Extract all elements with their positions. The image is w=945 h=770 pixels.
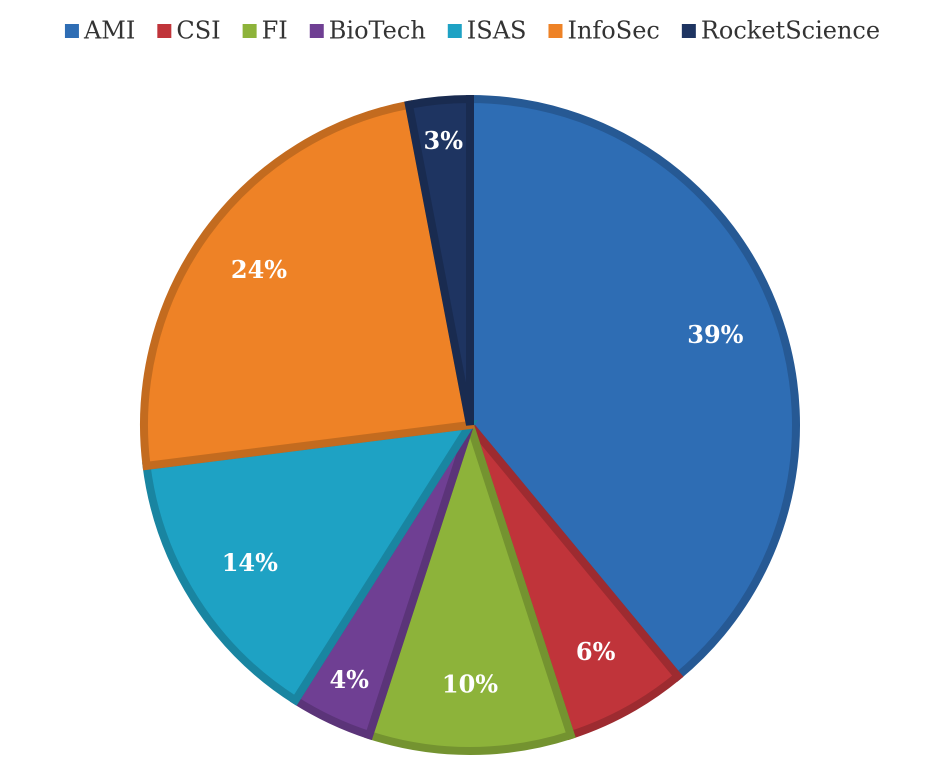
legend-swatch [681,24,696,38]
data-label: 39% [687,320,743,349]
legend-swatch [242,24,257,38]
labels: 39% 6% 10% 4% 14% 24% 3% [222,126,744,698]
pie-slice [466,94,800,682]
data-label: 3% [424,126,464,155]
legend-item: BioTech [309,17,426,45]
legend-label: BioTech [329,17,426,45]
legend-label: FI [262,17,288,45]
legend-item: ISAS [447,17,527,45]
legend-item: InfoSec [548,17,660,45]
pie-slice [140,100,475,471]
pie-slice [142,419,478,706]
legend-item: RocketScience [681,17,880,45]
legend-swatch [157,24,172,38]
legend-item: CSI [157,17,221,45]
legend-swatch [548,24,563,38]
legend-label: CSI [176,17,220,45]
legend-swatch [447,24,462,38]
legend-swatch [64,24,79,38]
data-label: 4% [329,665,369,694]
legend-item: FI [242,17,288,45]
legend-label: ISAS [467,17,527,45]
pie-slice [404,94,474,426]
pie [140,94,800,755]
data-label: 14% [222,548,278,577]
pie-slice [364,412,576,755]
legend-label: RocketScience [701,17,880,45]
legend-item: AMI [64,17,135,45]
data-label: 6% [576,637,616,666]
legend-label: InfoSec [567,17,659,45]
legend: AMI CSI FI BioTech ISAS InfoSec RocketScience [64,17,880,45]
legend-label: AMI [83,17,135,45]
data-label: 10% [442,669,498,698]
data-label: 24% [231,255,287,284]
legend-swatch [309,24,324,38]
